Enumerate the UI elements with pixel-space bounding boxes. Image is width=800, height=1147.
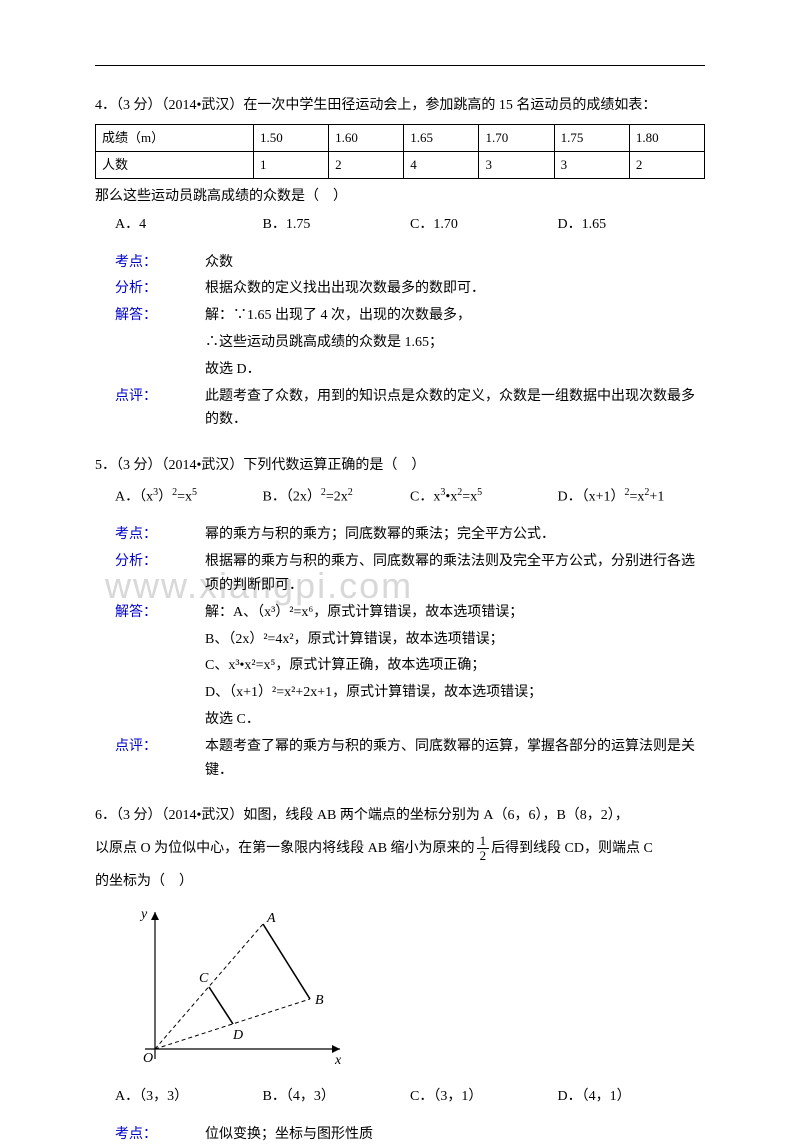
jd-content: 解：A、（x³）²=x⁶，原式计算错误，故本选项错误；	[205, 601, 705, 625]
jd-content: ∴这些运动员跳高成绩的众数是 1.65；	[205, 331, 705, 355]
jd-content: C、x³•x²=x⁵，原式计算正确，故本选项正确；	[205, 654, 705, 678]
cell: 4	[404, 151, 479, 178]
q6-graph: O x y A B C D	[125, 904, 705, 1078]
dp-label: 点评：	[115, 385, 205, 433]
question-4: 4．（3 分）（2014•武汉）在一次中学生田径运动会上，参加跳高的 15 名运…	[95, 94, 705, 432]
jd-label: 解答：	[115, 601, 205, 625]
question-5: 5．（3 分）（2014•武汉）下列代数运算正确的是（ ） A．（x3）2=x5…	[95, 454, 705, 782]
q6-options: A．（3，3） B．（4，3） C．（3，1） D．（4，1）	[115, 1085, 705, 1109]
option-a: A．（x3）2=x5	[115, 484, 263, 509]
kd-label: 考点：	[115, 1123, 205, 1147]
svg-text:O: O	[143, 1051, 153, 1066]
dp-content: 此题考查了众数，用到的知识点是众数的定义，众数是一组数据中出现次数最多的数．	[205, 385, 705, 433]
jd-label: 解答：	[115, 304, 205, 328]
top-divider	[95, 65, 705, 66]
fx-content: 根据众数的定义找出出现次数最多的数即可．	[205, 277, 705, 301]
kd-content: 位似变换；坐标与图形性质	[205, 1123, 705, 1147]
svg-text:D: D	[232, 1028, 243, 1043]
fx-label: 分析：	[115, 277, 205, 301]
cell: 1.80	[629, 124, 704, 151]
q6-text1: 6．（3 分）（2014•武汉）如图，线段 AB 两个端点的坐标分别为 A（6，…	[95, 804, 705, 828]
fx-content: 根据幂的乘方与积的乘方、同底数幂的乘法法则及完全平方公式，分别进行各选项的判断即…	[205, 550, 705, 598]
cell: 成绩（m）	[96, 124, 254, 151]
q6-analysis: 考点：位似变换；坐标与图形性质	[115, 1123, 705, 1147]
question-6: 6．（3 分）（2014•武汉）如图，线段 AB 两个端点的坐标分别为 A（6，…	[95, 804, 705, 1147]
option-d: D．1.65	[558, 213, 706, 237]
svg-text:x: x	[334, 1053, 342, 1068]
kd-label: 考点：	[115, 251, 205, 275]
cell: 1.70	[479, 124, 554, 151]
option-b: B．（4，3）	[263, 1085, 411, 1109]
coordinate-graph-icon: O x y A B C D	[125, 904, 355, 1069]
dp-label: 点评：	[115, 735, 205, 783]
table-row: 人数 1 2 4 3 3 2	[96, 151, 705, 178]
option-d: D．（x+1）2=x2+1	[558, 484, 706, 509]
option-b: B．1.75	[263, 213, 411, 237]
q5-analysis: 考点：幂的乘方与积的乘方；同底数幂的乘法；完全平方公式． 分析：根据幂的乘方与积…	[115, 523, 705, 782]
q4-post-table: 那么这些运动员跳高成绩的众数是（ ）	[95, 185, 705, 209]
option-a: A．（3，3）	[115, 1085, 263, 1109]
q4-analysis: 考点：众数 分析：根据众数的定义找出出现次数最多的数即可． 解答：解：∵1.65…	[115, 251, 705, 433]
q4-text: 4．（3 分）（2014•武汉）在一次中学生田径运动会上，参加跳高的 15 名运…	[95, 94, 705, 118]
svg-text:A: A	[266, 911, 276, 926]
jd-content: D、（x+1）²=x²+2x+1，原式计算错误，故本选项错误；	[205, 681, 705, 705]
jd-content: B、（2x）²=4x²，原式计算错误，故本选项错误；	[205, 628, 705, 652]
jd-content: 解：∵1.65 出现了 4 次，出现的次数最多，	[205, 304, 705, 328]
cell: 1.60	[329, 124, 404, 151]
cell: 人数	[96, 151, 254, 178]
svg-text:C: C	[199, 971, 209, 986]
q6-text2: 以原点 O 为位似中心，在第一象限内将线段 AB 缩小为原来的12后得到线段 C…	[95, 834, 705, 864]
fraction: 12	[477, 834, 490, 864]
cell: 1.65	[404, 124, 479, 151]
cell: 2	[629, 151, 704, 178]
fx-label: 分析：	[115, 550, 205, 598]
dp-content: 本题考查了幂的乘方与积的乘方、同底数幂的运算，掌握各部分的运算法则是关键．	[205, 735, 705, 783]
jd-content: 故选 C．	[205, 708, 705, 732]
cell: 1	[253, 151, 328, 178]
q5-options: A．（x3）2=x5 B．（2x）2=2x2 C．x3•x2=x5 D．（x+1…	[115, 484, 705, 509]
cell: 1.50	[253, 124, 328, 151]
kd-label: 考点：	[115, 523, 205, 547]
q4-options: A．4 B．1.75 C．1.70 D．1.65	[115, 213, 705, 237]
svg-text:B: B	[315, 993, 324, 1008]
option-d: D．（4，1）	[558, 1085, 706, 1109]
option-c: C．x3•x2=x5	[410, 484, 558, 509]
jd-content: 故选 D．	[205, 358, 705, 382]
svg-text:y: y	[139, 907, 148, 922]
option-b: B．（2x）2=2x2	[263, 484, 411, 509]
q6-text3: 的坐标为（ ）	[95, 870, 705, 894]
q4-table: 成绩（m） 1.50 1.60 1.65 1.70 1.75 1.80 人数 1…	[95, 124, 705, 179]
option-c: C．1.70	[410, 213, 558, 237]
cell: 3	[554, 151, 629, 178]
cell: 3	[479, 151, 554, 178]
q5-text: 5．（3 分）（2014•武汉）下列代数运算正确的是（ ）	[95, 454, 705, 478]
option-c: C．（3，1）	[410, 1085, 558, 1109]
option-a: A．4	[115, 213, 263, 237]
cell: 2	[329, 151, 404, 178]
kd-content: 众数	[205, 251, 705, 275]
table-row: 成绩（m） 1.50 1.60 1.65 1.70 1.75 1.80	[96, 124, 705, 151]
kd-content: 幂的乘方与积的乘方；同底数幂的乘法；完全平方公式．	[205, 523, 705, 547]
cell: 1.75	[554, 124, 629, 151]
